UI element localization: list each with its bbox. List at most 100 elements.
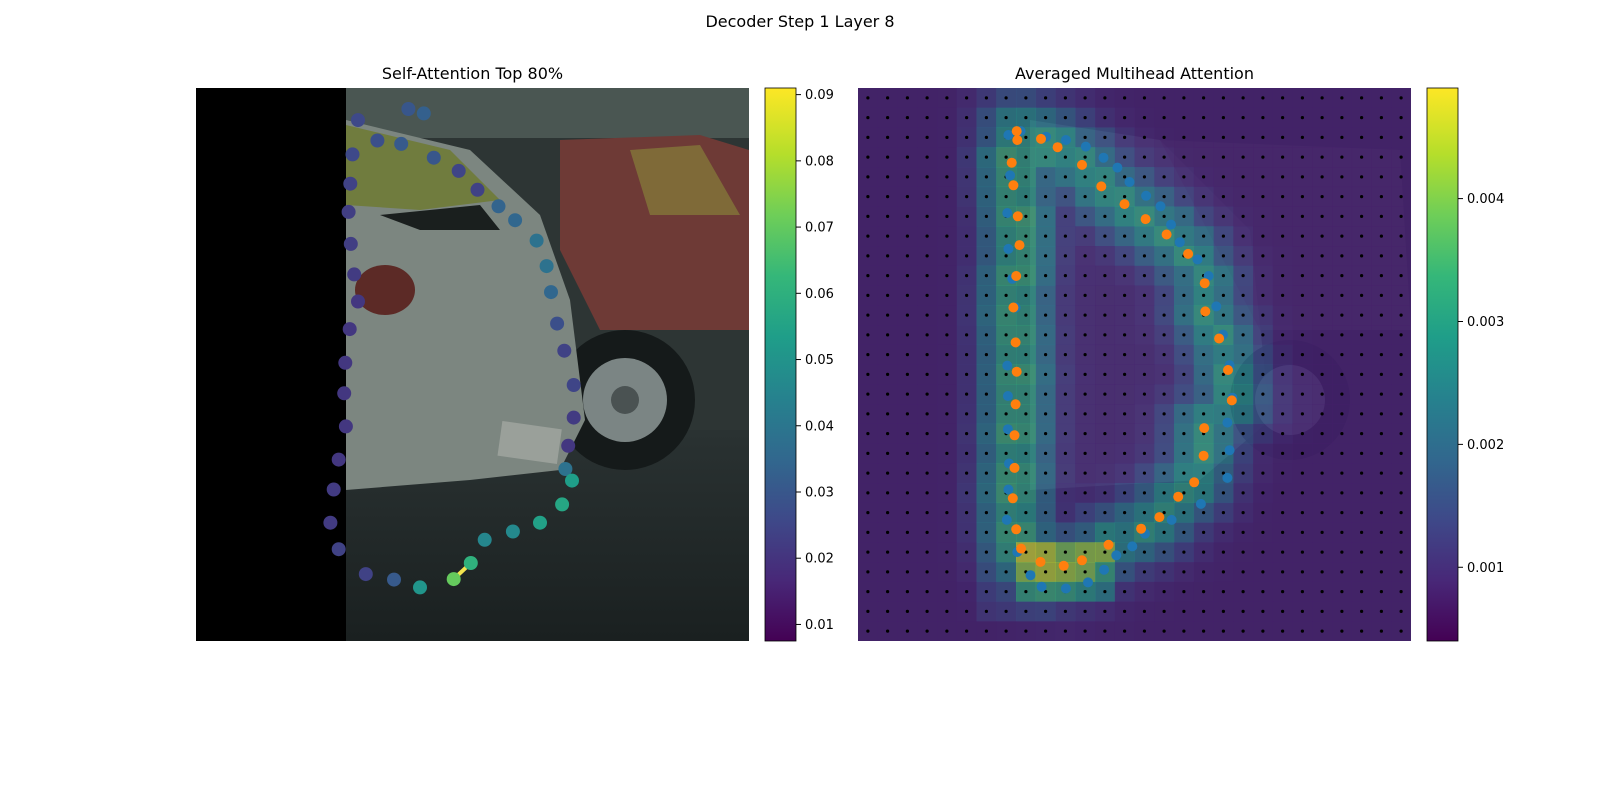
left-colorbar: 0.01 0.02 0.03 0.04 0.05 0.06 0.07 0.08 0.09 — [764, 87, 834, 642]
grid-dot — [1044, 451, 1048, 455]
grid-dot — [1340, 451, 1344, 455]
grid-dot — [1379, 590, 1383, 594]
grid-dot — [1202, 96, 1206, 100]
grid-dot — [1142, 353, 1146, 357]
grid-dot — [905, 155, 910, 159]
orange-keypoint — [1096, 181, 1107, 192]
grid-dot — [1044, 471, 1048, 475]
grid-dot — [1379, 274, 1383, 278]
grid-dot — [1340, 254, 1344, 258]
grid-dot — [1360, 293, 1364, 297]
grid-dot — [925, 155, 929, 159]
grid-dot — [1202, 412, 1206, 416]
grid-dot — [965, 510, 969, 515]
grid-dot — [1261, 550, 1265, 554]
grid-dot — [1044, 550, 1048, 554]
attention-point — [331, 452, 346, 467]
attention-point — [337, 386, 352, 401]
grid-dot — [1340, 530, 1344, 535]
grid-dot — [1202, 372, 1206, 376]
grid-dot — [1241, 333, 1245, 337]
grid-dot — [1241, 372, 1245, 376]
grid-dot — [1044, 590, 1048, 594]
grid-dot — [886, 313, 890, 317]
grid-dot — [1162, 510, 1166, 515]
grid-dot — [1221, 530, 1225, 535]
grid-dot — [965, 570, 969, 574]
grid-dot — [1221, 550, 1225, 554]
grid-dot — [1182, 234, 1186, 238]
left-colorbar-tick-label: 0.01 — [805, 618, 834, 633]
grid-dot — [1261, 530, 1265, 535]
grid-dot — [1320, 570, 1324, 574]
grid-dot — [1202, 510, 1206, 515]
grid-dot — [1004, 471, 1008, 475]
grid-dot — [1320, 333, 1324, 337]
grid-dot — [1063, 372, 1067, 376]
grid-dot — [984, 372, 989, 376]
grid-dot — [1004, 96, 1008, 100]
grid-dot — [1221, 451, 1225, 455]
grid-dot — [1281, 254, 1285, 258]
grid-dot — [945, 254, 949, 258]
grid-dot — [1320, 432, 1324, 436]
attention-point — [505, 524, 520, 539]
grid-dot — [1221, 135, 1225, 139]
grid-dot — [1261, 510, 1265, 515]
grid-dot — [1281, 155, 1285, 159]
grid-dot — [1063, 471, 1067, 475]
grid-dot — [984, 491, 989, 495]
grid-dot — [1004, 451, 1008, 455]
grid-dot — [1281, 392, 1285, 396]
grid-dot — [1261, 491, 1265, 495]
grid-dot — [925, 313, 929, 317]
grid-dot — [1221, 570, 1225, 574]
grid-dot — [984, 254, 989, 258]
orange-keypoint — [1011, 524, 1022, 535]
grid-dot — [925, 550, 929, 554]
blue-keypoint — [1166, 514, 1177, 525]
grid-dot — [1300, 293, 1304, 297]
grid-dot — [866, 254, 870, 258]
grid-dot — [1063, 629, 1067, 633]
grid-dot — [1320, 175, 1324, 179]
grid-dot — [1182, 116, 1186, 120]
grid-dot — [1300, 96, 1304, 100]
grid-dot — [984, 629, 989, 633]
orange-keypoint — [1173, 491, 1184, 502]
grid-dot — [886, 353, 890, 357]
grid-dot — [1261, 135, 1265, 139]
grid-dot — [905, 629, 910, 633]
grid-dot — [1063, 353, 1067, 357]
grid-dot — [1083, 214, 1087, 218]
grid-dot — [925, 491, 929, 495]
grid-dot — [1123, 116, 1127, 120]
grid-dot — [1182, 155, 1186, 159]
grid-dot — [866, 214, 870, 218]
grid-dot — [965, 629, 969, 633]
grid-dot — [1162, 451, 1166, 455]
grid-dot — [1261, 372, 1265, 376]
grid-dot — [1360, 254, 1364, 258]
grid-dot — [1063, 195, 1067, 199]
grid-dot — [1044, 96, 1048, 100]
grid-dot — [925, 372, 929, 376]
grid-dot — [1379, 293, 1383, 297]
attention-point — [550, 316, 565, 331]
grid-dot — [905, 234, 910, 238]
attention-point — [533, 515, 547, 530]
grid-dot — [1103, 254, 1107, 258]
grid-dot — [1241, 135, 1245, 139]
grid-dot — [1300, 254, 1304, 258]
grid-dot — [1340, 96, 1344, 100]
grid-dot — [1123, 293, 1127, 297]
grid-dot — [1182, 353, 1186, 357]
grid-dot — [1221, 155, 1225, 159]
grid-dot — [1024, 353, 1028, 357]
grid-dot — [1300, 432, 1304, 436]
grid-dot — [1162, 629, 1166, 633]
grid-dot — [1123, 372, 1127, 376]
grid-dot — [1142, 629, 1146, 633]
grid-dot — [1044, 116, 1048, 120]
attention-point — [351, 294, 365, 309]
